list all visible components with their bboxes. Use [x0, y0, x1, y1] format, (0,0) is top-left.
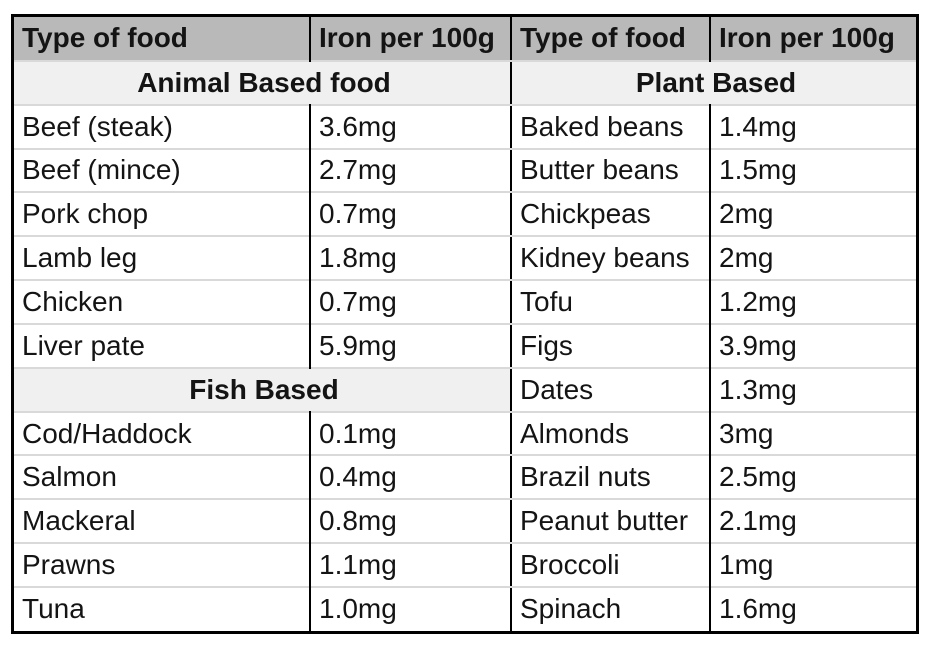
table-row: Brazil nuts 2.5mg [512, 454, 916, 500]
table-row: Chicken 0.7mg [14, 279, 511, 324]
table-row: Spinach 1.6mg [512, 585, 916, 631]
table-row: Dates 1.3mg [512, 366, 916, 412]
iron-content-table: Type of food Iron per 100g Animal Based fo… [11, 14, 919, 634]
section-title: Animal Based food [14, 59, 511, 105]
table-row: Peanut butter 2.1mg [512, 498, 916, 544]
iron-value-cell: 2.1mg [710, 498, 916, 544]
iron-value-cell: 2mg [710, 191, 916, 237]
food-name-cell: Kidney beans [512, 235, 711, 281]
column-header-iron-per-100g: Iron per 100g [310, 17, 511, 61]
food-name-cell: Tofu [512, 279, 711, 324]
iron-value-cell: 1.2mg [710, 279, 916, 324]
iron-value-cell: 0.4mg [310, 454, 511, 500]
iron-value-cell: 1.4mg [710, 103, 916, 149]
column-header-row: Type of food Iron per 100g [512, 17, 916, 61]
table-row: Broccoli 1mg [512, 542, 916, 587]
section-title: Plant Based [512, 59, 916, 105]
table-row: Lamb leg 1.8mg [14, 235, 511, 281]
table-row: Tofu 1.2mg [512, 279, 916, 324]
food-name-cell: Tuna [14, 585, 311, 631]
table-row: Cod/Haddock 0.1mg [14, 410, 511, 456]
table-row: Tuna 1.0mg [14, 585, 511, 631]
table-row: Prawns 1.1mg [14, 542, 511, 587]
food-name-cell: Prawns [14, 542, 311, 587]
section-row-animal-based-food: Animal Based food [14, 59, 511, 105]
table-row: Chickpeas 2mg [512, 191, 916, 237]
table-row: Butter beans 1.5mg [512, 147, 916, 193]
table-row: Liver pate 5.9mg [14, 322, 511, 368]
food-name-cell: Butter beans [512, 147, 711, 193]
table-row: Mackeral 0.8mg [14, 498, 511, 544]
table-right-half: Type of food Iron per 100g Plant Based Bake… [512, 17, 916, 631]
column-header-iron-per-100g: Iron per 100g [710, 17, 916, 61]
food-name-cell: Baked beans [512, 103, 711, 149]
iron-value-cell: 1.5mg [710, 147, 916, 193]
iron-value-cell: 1.1mg [310, 542, 511, 587]
iron-value-cell: 1.3mg [710, 366, 916, 412]
iron-value-cell: 1.8mg [310, 235, 511, 281]
iron-value-cell: 1.6mg [710, 585, 916, 631]
food-name-cell: Salmon [14, 454, 311, 500]
food-name-cell: Figs [512, 322, 711, 368]
food-name-cell: Chicken [14, 279, 311, 324]
food-name-cell: Spinach [512, 585, 711, 631]
food-name-cell: Cod/Haddock [14, 410, 311, 456]
table-row: Pork chop 0.7mg [14, 191, 511, 237]
iron-value-cell: 0.7mg [310, 191, 511, 237]
food-name-cell: Mackeral [14, 498, 311, 544]
food-name-cell: Beef (steak) [14, 103, 311, 149]
table-row: Almonds 3mg [512, 410, 916, 456]
iron-value-cell: 2.7mg [310, 147, 511, 193]
table-row: Beef (steak) 3.6mg [14, 103, 511, 149]
iron-value-cell: 0.1mg [310, 410, 511, 456]
table-row: Beef (mince) 2.7mg [14, 147, 511, 193]
iron-value-cell: 1mg [710, 542, 916, 587]
food-name-cell: Peanut butter [512, 498, 711, 544]
iron-value-cell: 2.5mg [710, 454, 916, 500]
column-header-row: Type of food Iron per 100g [14, 17, 511, 61]
iron-value-cell: 0.7mg [310, 279, 511, 324]
iron-value-cell: 1.0mg [310, 585, 511, 631]
table-left-half: Type of food Iron per 100g Animal Based fo… [14, 17, 512, 631]
section-row-fish-based: Fish Based [14, 366, 511, 412]
food-name-cell: Liver pate [14, 322, 311, 368]
iron-value-cell: 3.6mg [310, 103, 511, 149]
food-name-cell: Almonds [512, 410, 711, 456]
section-title: Fish Based [14, 366, 511, 412]
food-name-cell: Lamb leg [14, 235, 311, 281]
food-name-cell: Pork chop [14, 191, 311, 237]
column-header-type-of-food: Type of food [512, 17, 711, 61]
food-name-cell: Beef (mince) [14, 147, 311, 193]
food-name-cell: Broccoli [512, 542, 711, 587]
table-row: Kidney beans 2mg [512, 235, 916, 281]
iron-value-cell: 3.9mg [710, 322, 916, 368]
table-row: Baked beans 1.4mg [512, 103, 916, 149]
food-name-cell: Dates [512, 366, 711, 412]
iron-value-cell: 3mg [710, 410, 916, 456]
iron-value-cell: 0.8mg [310, 498, 511, 544]
iron-value-cell: 2mg [710, 235, 916, 281]
table-row: Salmon 0.4mg [14, 454, 511, 500]
column-header-type-of-food: Type of food [14, 17, 311, 61]
iron-value-cell: 5.9mg [310, 322, 511, 368]
section-row-plant-based: Plant Based [512, 59, 916, 105]
food-name-cell: Brazil nuts [512, 454, 711, 500]
food-name-cell: Chickpeas [512, 191, 711, 237]
table-row: Figs 3.9mg [512, 322, 916, 368]
